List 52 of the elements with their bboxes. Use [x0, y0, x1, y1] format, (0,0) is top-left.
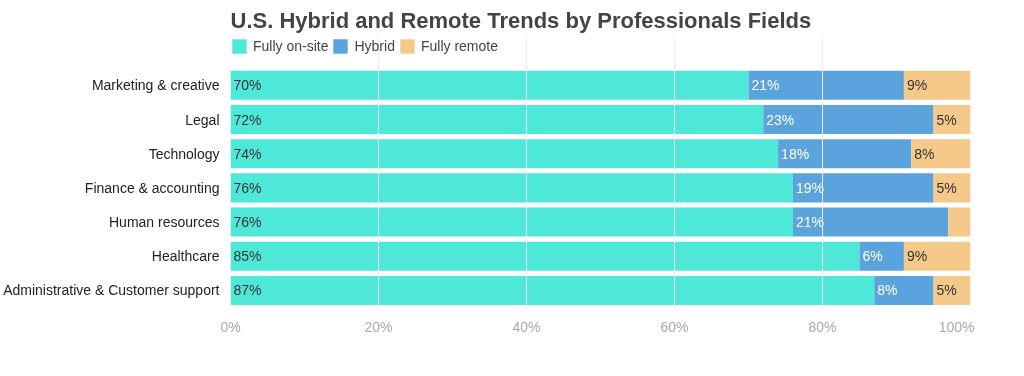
data-label: 5%	[936, 111, 957, 128]
legend-label: Hybrid	[354, 38, 395, 54]
data-label: 76%	[233, 214, 262, 231]
y-tick-label: Administrative & Customer support	[3, 282, 220, 299]
bar	[230, 241, 860, 271]
bar	[230, 173, 793, 203]
data-label: 72%	[233, 111, 262, 128]
y-tick-label: Finance & accounting	[84, 179, 220, 196]
bar	[903, 241, 971, 271]
bar	[230, 275, 875, 305]
y-tick-label: Marketing & creative	[91, 77, 220, 94]
bar	[230, 207, 793, 237]
bar	[792, 173, 934, 203]
y-tick-label: Healthcare	[151, 248, 220, 265]
x-tick-label: 0%	[220, 318, 241, 335]
y-tick-label: Legal	[185, 111, 220, 128]
x-tick-label: 60%	[660, 318, 689, 335]
chart-title: U.S. Hybrid and Remote Trends by Professionals Fields	[230, 7, 812, 33]
data-label: 76%	[233, 179, 262, 196]
data-label: 85%	[233, 248, 262, 265]
y-tick-label: Technology	[148, 145, 220, 162]
bar	[911, 139, 971, 169]
data-label: 70%	[233, 77, 262, 94]
bar	[948, 207, 971, 237]
bar	[778, 139, 912, 169]
bar	[874, 275, 934, 305]
data-label: 8%	[877, 282, 898, 299]
bar	[230, 139, 779, 169]
data-label: 8%	[914, 145, 935, 162]
data-label: 5%	[936, 179, 957, 196]
data-label: 9%	[906, 77, 928, 94]
bar	[903, 70, 971, 100]
bar	[792, 207, 949, 237]
data-label: 87%	[233, 282, 262, 299]
data-label: 21%	[751, 77, 780, 94]
bar	[230, 105, 764, 135]
legend-label: Fully on-site	[253, 38, 329, 54]
data-label: 23%	[766, 111, 795, 128]
data-label: 6%	[862, 248, 883, 265]
y-tick-label: Human resources	[109, 214, 220, 231]
x-tick-label: 40%	[512, 318, 541, 335]
x-tick-label: 100%	[938, 318, 975, 335]
x-tick-label: 20%	[364, 318, 393, 335]
data-label: 74%	[233, 145, 262, 162]
bar	[748, 70, 904, 100]
data-label: 18%	[781, 145, 810, 162]
data-label: 9%	[906, 248, 928, 265]
bar	[763, 105, 934, 135]
bar	[230, 70, 749, 100]
legend-label: Fully remote	[420, 38, 498, 54]
data-label: 5%	[936, 282, 957, 299]
x-tick-label: 80%	[808, 318, 837, 335]
